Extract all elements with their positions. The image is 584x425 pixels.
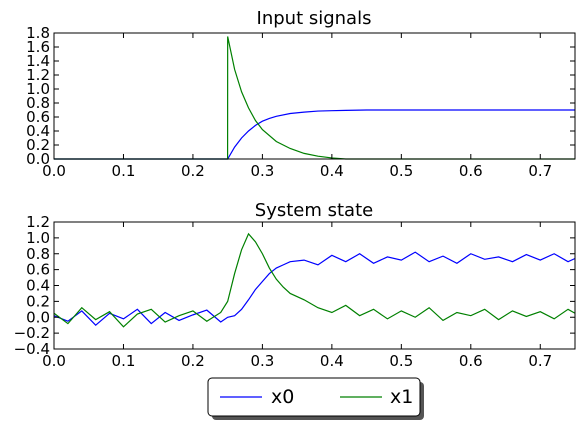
system-state-xtick-label: 0.2 xyxy=(181,352,205,370)
input-signals-ytick-label: 1.4 xyxy=(26,52,50,70)
system-state-title: System state xyxy=(255,200,373,221)
legend-box xyxy=(207,377,421,417)
input-signals-axes: Input signals 0.0 0.1 0.2 0.3 0.4 0.5 0.6 0.7 0.… xyxy=(26,8,576,180)
input-signals-xtick-label: 0.4 xyxy=(320,162,344,180)
input-signals-xtick-label: 0.1 xyxy=(112,162,136,180)
input-signals-ytick-label: 0.6 xyxy=(26,108,50,126)
system-state-ytick-label: 0.4 xyxy=(26,277,50,295)
system-state-axes: System state 0.0 0.1 0.2 0.3 0.4 0.5 0.6 0.7 −0.… xyxy=(14,200,576,370)
legend-label-x0: x0 xyxy=(271,386,294,408)
input-signals-xtick-label: 0.2 xyxy=(181,162,205,180)
system-state-xtick-label: 0.5 xyxy=(389,352,413,370)
input-signals-frame xyxy=(53,32,576,160)
system-state-frame xyxy=(53,221,576,350)
system-state-ytick-label: −0.4 xyxy=(14,340,50,358)
input-signals-xtick-label: 0.6 xyxy=(459,162,483,180)
system-state-ytick-label: 1.0 xyxy=(26,229,50,247)
system-state-xtick-label: 0.6 xyxy=(459,352,483,370)
system-state-xtick-label: 0.3 xyxy=(250,352,274,370)
system-state-xtick-label: 0.1 xyxy=(112,352,136,370)
system-state-ytick-label: 0.2 xyxy=(26,292,50,310)
system-state-ytick-label: −0.2 xyxy=(14,324,50,342)
system-state-series-x1 xyxy=(53,232,576,328)
input-signals-title: Input signals xyxy=(257,8,372,29)
input-signals-series-x1 xyxy=(54,36,575,160)
input-signals-ytick-label: 0.2 xyxy=(26,136,50,154)
legend: x0 x1 xyxy=(207,377,424,420)
system-state-xtick-label: 0.4 xyxy=(320,352,344,370)
system-state-ytick-label: 0.8 xyxy=(26,245,50,263)
input-signals-ytick-label: 0.4 xyxy=(26,122,50,140)
input-signals-xtick-label: 0.0 xyxy=(42,162,66,180)
input-signals-xtick-label: 0.5 xyxy=(389,162,413,180)
input-signals-ytick-label: 0.8 xyxy=(26,94,50,112)
system-state-series-x0 xyxy=(53,251,576,327)
input-signals-ytick-label: 0.0 xyxy=(26,150,50,168)
system-state-xtick-label: 0.7 xyxy=(528,352,552,370)
input-signals-ytick-label: 1.6 xyxy=(26,38,50,56)
legend-label-x1: x1 xyxy=(390,386,413,408)
input-signals-xtick-label: 0.3 xyxy=(250,162,274,180)
system-state-ytick-label: 1.2 xyxy=(26,213,50,231)
system-state-xtick-label: 0.0 xyxy=(42,352,66,370)
input-signals-ytick-label: 1.8 xyxy=(26,24,50,42)
input-signals-ytick-label: 1.0 xyxy=(26,80,50,98)
input-signals-ytick-label: 1.2 xyxy=(26,66,50,84)
system-state-ytick-label: 0.0 xyxy=(26,308,50,326)
system-state-ytick-label: 0.6 xyxy=(26,261,50,279)
input-signals-series-x0 xyxy=(54,109,575,160)
input-signals-xtick-label: 0.7 xyxy=(528,162,552,180)
